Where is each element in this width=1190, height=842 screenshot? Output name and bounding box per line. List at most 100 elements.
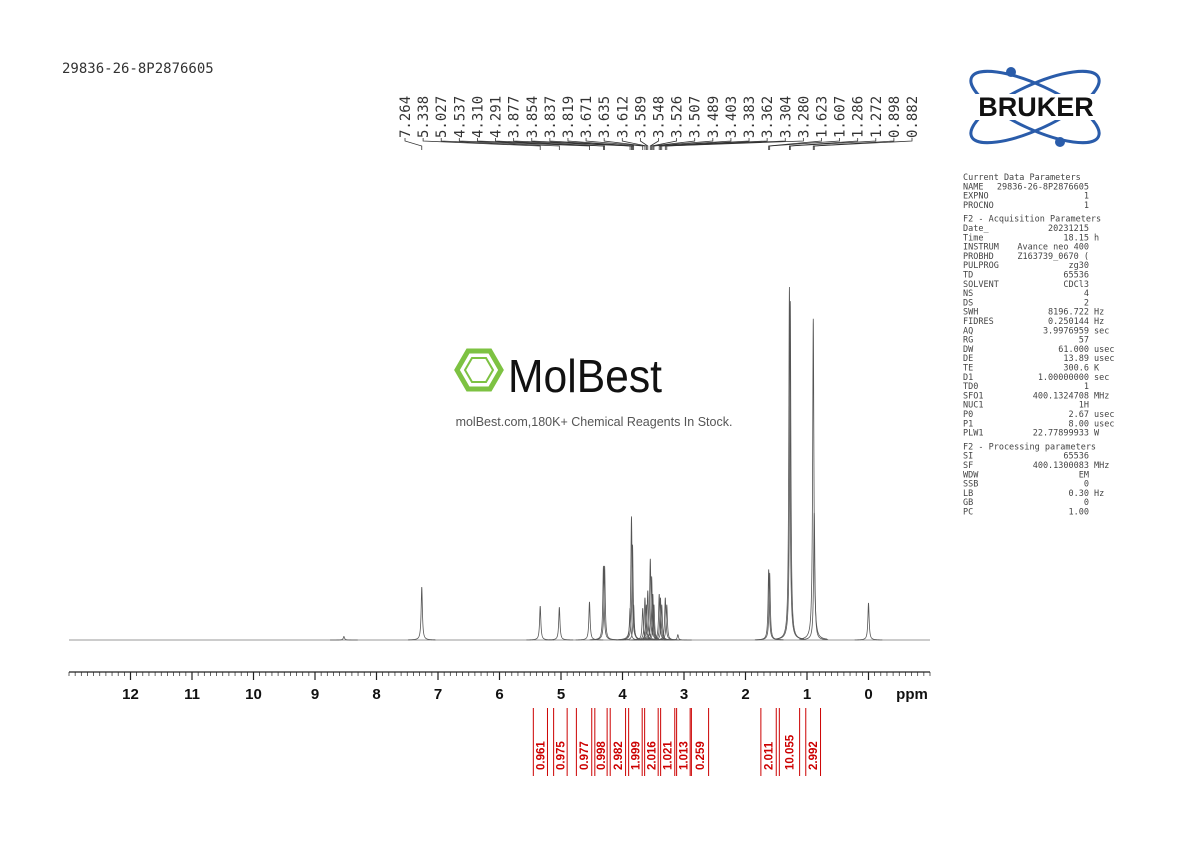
integral-label: 1.999	[630, 741, 642, 770]
peak-label: 3.304	[778, 96, 794, 138]
integral-label: 0.975	[555, 741, 567, 770]
peak-connector	[549, 138, 633, 150]
peak-connector	[422, 138, 541, 150]
watermark: MolBest molBest.com,180K+ Chemical Reage…	[454, 348, 733, 429]
peak-label: 3.635	[597, 96, 613, 138]
peak-connector	[658, 138, 732, 150]
x-tick-label: 0	[864, 686, 872, 703]
parameter-value: 65536	[1063, 271, 1089, 281]
peak-connector	[585, 138, 644, 150]
signal-peak	[545, 607, 574, 641]
signal-peak	[575, 601, 604, 641]
parameter-value: 61.000	[1058, 345, 1089, 355]
integral-label: 2.992	[808, 741, 820, 770]
peak-connector	[621, 138, 647, 150]
integral-label: 2.982	[613, 741, 625, 770]
parameter-unit: usec	[1094, 410, 1114, 420]
parameter-unit: sec	[1094, 373, 1109, 383]
peak-label: 3.589	[633, 96, 649, 138]
parameter-name: LB	[963, 489, 973, 499]
x-tick-label: 9	[311, 686, 319, 703]
parameter-name: PROBHD	[963, 252, 994, 262]
x-tick-label: 7	[434, 686, 442, 703]
parameter-name: NUC1	[963, 401, 983, 411]
peak-connector	[495, 138, 606, 150]
parameter-name: TE	[963, 364, 973, 374]
parameter-name: SF	[963, 461, 973, 471]
signal-peak	[526, 606, 555, 641]
parameter-value: 2.67	[1069, 410, 1089, 420]
watermark-name: MolBest	[508, 350, 662, 402]
parameter-value: Avance neo 400	[1017, 243, 1089, 253]
peak-connector	[812, 138, 895, 150]
peak-connector	[404, 138, 423, 150]
signal-peak	[589, 565, 618, 641]
signal-peak	[617, 516, 646, 641]
peak-label: 1.623	[814, 96, 830, 138]
x-axis-label: ppm	[896, 686, 928, 703]
parameter-name: PLW1	[963, 429, 983, 439]
parameter-name: NAME	[963, 182, 983, 192]
peak-connector	[639, 138, 649, 150]
x-tick-label: 2	[741, 686, 749, 703]
peak-connector	[789, 138, 859, 150]
parameter-value: 0.30	[1069, 489, 1089, 499]
parameter-section-title: F2 - Processing parameters	[963, 442, 1096, 452]
parameter-value: 22.77899933	[1033, 429, 1089, 439]
parameter-name: INSTRUM	[963, 243, 999, 253]
parameter-name: DE	[963, 354, 973, 364]
peak-label: 5.027	[434, 96, 450, 138]
peak-label: 3.819	[561, 96, 577, 138]
peak-label: 3.612	[615, 96, 631, 138]
parameter-name: EXPNO	[963, 192, 989, 202]
parameter-section-title: Current Data Parameters	[963, 173, 1081, 183]
peak-connector	[649, 138, 659, 150]
peak-label: 1.286	[851, 96, 867, 138]
parameter-value: 3.9976959	[1043, 326, 1089, 336]
parameter-name: PC	[963, 508, 973, 518]
parameter-value: 8196.722	[1048, 308, 1089, 318]
integral-label: 0.977	[579, 741, 591, 770]
parameter-name: PULPROG	[963, 261, 999, 271]
parameter-unit: Hz	[1094, 317, 1104, 327]
signal-peak	[800, 512, 829, 641]
signal-peak	[854, 602, 883, 641]
parameter-value: 0.250144	[1048, 317, 1089, 327]
peak-label: 3.548	[652, 96, 668, 138]
peak-label: 0.882	[905, 96, 921, 138]
signal-peak	[590, 565, 619, 641]
peak-label: 3.837	[543, 96, 559, 138]
parameter-value: 4	[1084, 289, 1089, 299]
signal-peak	[407, 587, 436, 641]
parameter-unit: K	[1094, 364, 1100, 374]
peak-label: 1.607	[833, 96, 849, 138]
peak-label: 3.526	[670, 96, 686, 138]
parameter-unit: sec	[1094, 326, 1109, 336]
peak-label: 3.507	[688, 96, 704, 138]
peak-label: 0.898	[887, 96, 903, 138]
parameter-value: 57	[1079, 336, 1089, 346]
parameter-name: AQ	[963, 326, 973, 336]
integral-label: 0.259	[695, 741, 707, 770]
parameter-name: RG	[963, 336, 973, 346]
signal-peak	[755, 572, 784, 641]
parameter-name: DS	[963, 298, 973, 308]
parameter-value: Z163739_0670 (	[1017, 252, 1089, 262]
parameter-value: 400.1324708	[1033, 391, 1089, 401]
peak-label: 3.403	[724, 96, 740, 138]
watermark-tagline: molBest.com,180K+ Chemical Reagents In S…	[456, 415, 733, 429]
x-tick-label: 6	[495, 686, 503, 703]
parameter-value: 8.00	[1069, 419, 1089, 429]
parameter-value: 13.89	[1063, 354, 1089, 364]
parameter-unit: usec	[1094, 345, 1114, 355]
x-tick-label: 11	[184, 686, 200, 703]
x-tick-label: 1	[803, 686, 811, 703]
peak-connector	[653, 138, 714, 150]
signal-peak	[776, 301, 805, 640]
peak-connector	[651, 138, 678, 150]
parameter-name: PROCNO	[963, 201, 994, 211]
parameter-name: GB	[963, 498, 973, 508]
